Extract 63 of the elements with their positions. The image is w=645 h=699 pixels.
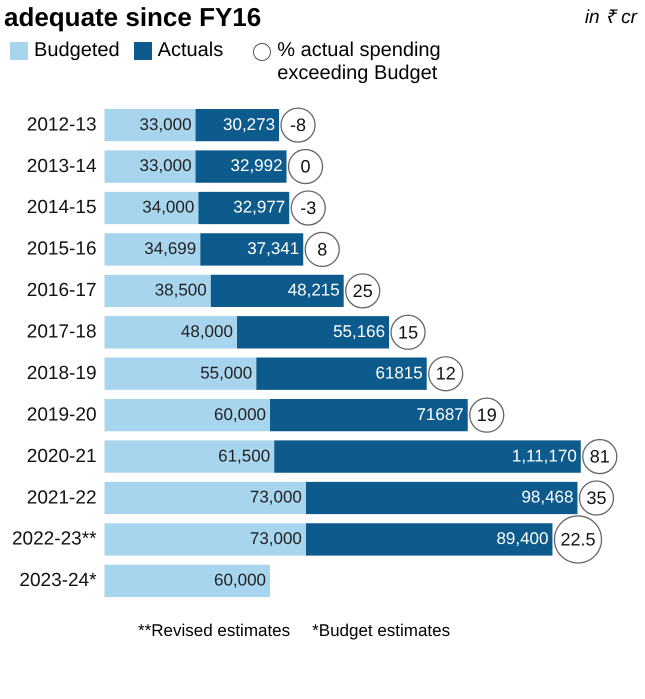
- y-tick-label: 2023-24*: [19, 570, 98, 592]
- bar: [104, 316, 237, 348]
- annotation: 8: [317, 239, 328, 260]
- data-label: 32,992: [230, 156, 283, 176]
- annotation: 19: [476, 405, 497, 426]
- data-label: 61,500: [218, 446, 270, 466]
- data-label: 38,500: [154, 280, 207, 300]
- legend-label: Actuals: [158, 39, 224, 62]
- data-label: 30,273: [223, 114, 276, 134]
- text: in ₹ cr: [584, 6, 637, 30]
- data-label: 48,215: [288, 280, 340, 300]
- y-tick-label: 2016-17: [26, 280, 97, 302]
- annotation: 22.5: [560, 529, 596, 550]
- annotation: 81: [590, 446, 610, 467]
- data-label: 33,000: [140, 114, 192, 134]
- bar: [104, 482, 306, 514]
- y-tick-label: 2019-20: [26, 404, 97, 426]
- bar: [104, 398, 270, 432]
- chart-title: adequate since FY16: [4, 2, 262, 33]
- data-label: 60,000: [214, 570, 266, 590]
- data-label: 32,977: [233, 198, 286, 217]
- annotation: 12: [436, 364, 456, 384]
- y-tick-label: 2015-16: [26, 238, 97, 260]
- data-label: 1,11,170: [512, 446, 577, 466]
- data-label: 48,000: [180, 322, 233, 341]
- data-label: 37,341: [247, 239, 300, 258]
- y-tick-label: 2022-23**: [12, 528, 98, 550]
- data-label: 60,000: [214, 404, 266, 424]
- data-label: 73,000: [250, 529, 302, 548]
- data-label: 33,000: [140, 156, 192, 176]
- annotation: 35: [586, 488, 606, 508]
- data-label: 98,468: [521, 488, 574, 507]
- data-label: 55,000: [200, 363, 252, 382]
- data-label: 61815: [375, 363, 423, 382]
- y-tick-label: 2012-13: [26, 114, 97, 136]
- y-tick-label: 2014-15: [26, 197, 97, 218]
- bar: [104, 108, 196, 142]
- data-label: 55,166: [333, 322, 386, 341]
- annotation: 15: [398, 322, 418, 342]
- bar: [104, 274, 211, 308]
- text: *Budget estimates: [312, 621, 450, 641]
- y-tick-label: 2018-19: [26, 362, 97, 384]
- y-tick-label: 2021-22: [26, 487, 97, 508]
- legend-label: Budgeted: [34, 39, 120, 62]
- y-tick-label: 2013-14: [26, 156, 97, 177]
- data-label: 34,000: [142, 198, 194, 217]
- bar: [104, 564, 270, 598]
- text: **Revised estimates: [138, 621, 290, 641]
- annotation: 25: [352, 280, 373, 301]
- bar: [104, 358, 256, 390]
- data-label: 73,000: [250, 488, 302, 507]
- annotation: -8: [290, 115, 306, 136]
- bar: [104, 523, 306, 556]
- data-label: 71687: [416, 404, 464, 424]
- annotation: 0: [300, 156, 311, 177]
- y-tick-label: 2017-18: [26, 322, 97, 343]
- data-label: 34,699: [144, 239, 196, 258]
- y-tick-label: 2020-21: [26, 446, 97, 467]
- data-label: 89,400: [496, 529, 548, 548]
- text: % actual spending exceeding Budget: [277, 39, 442, 85]
- annotation: -3: [300, 198, 316, 218]
- bar: [104, 192, 198, 224]
- bar: [104, 440, 274, 473]
